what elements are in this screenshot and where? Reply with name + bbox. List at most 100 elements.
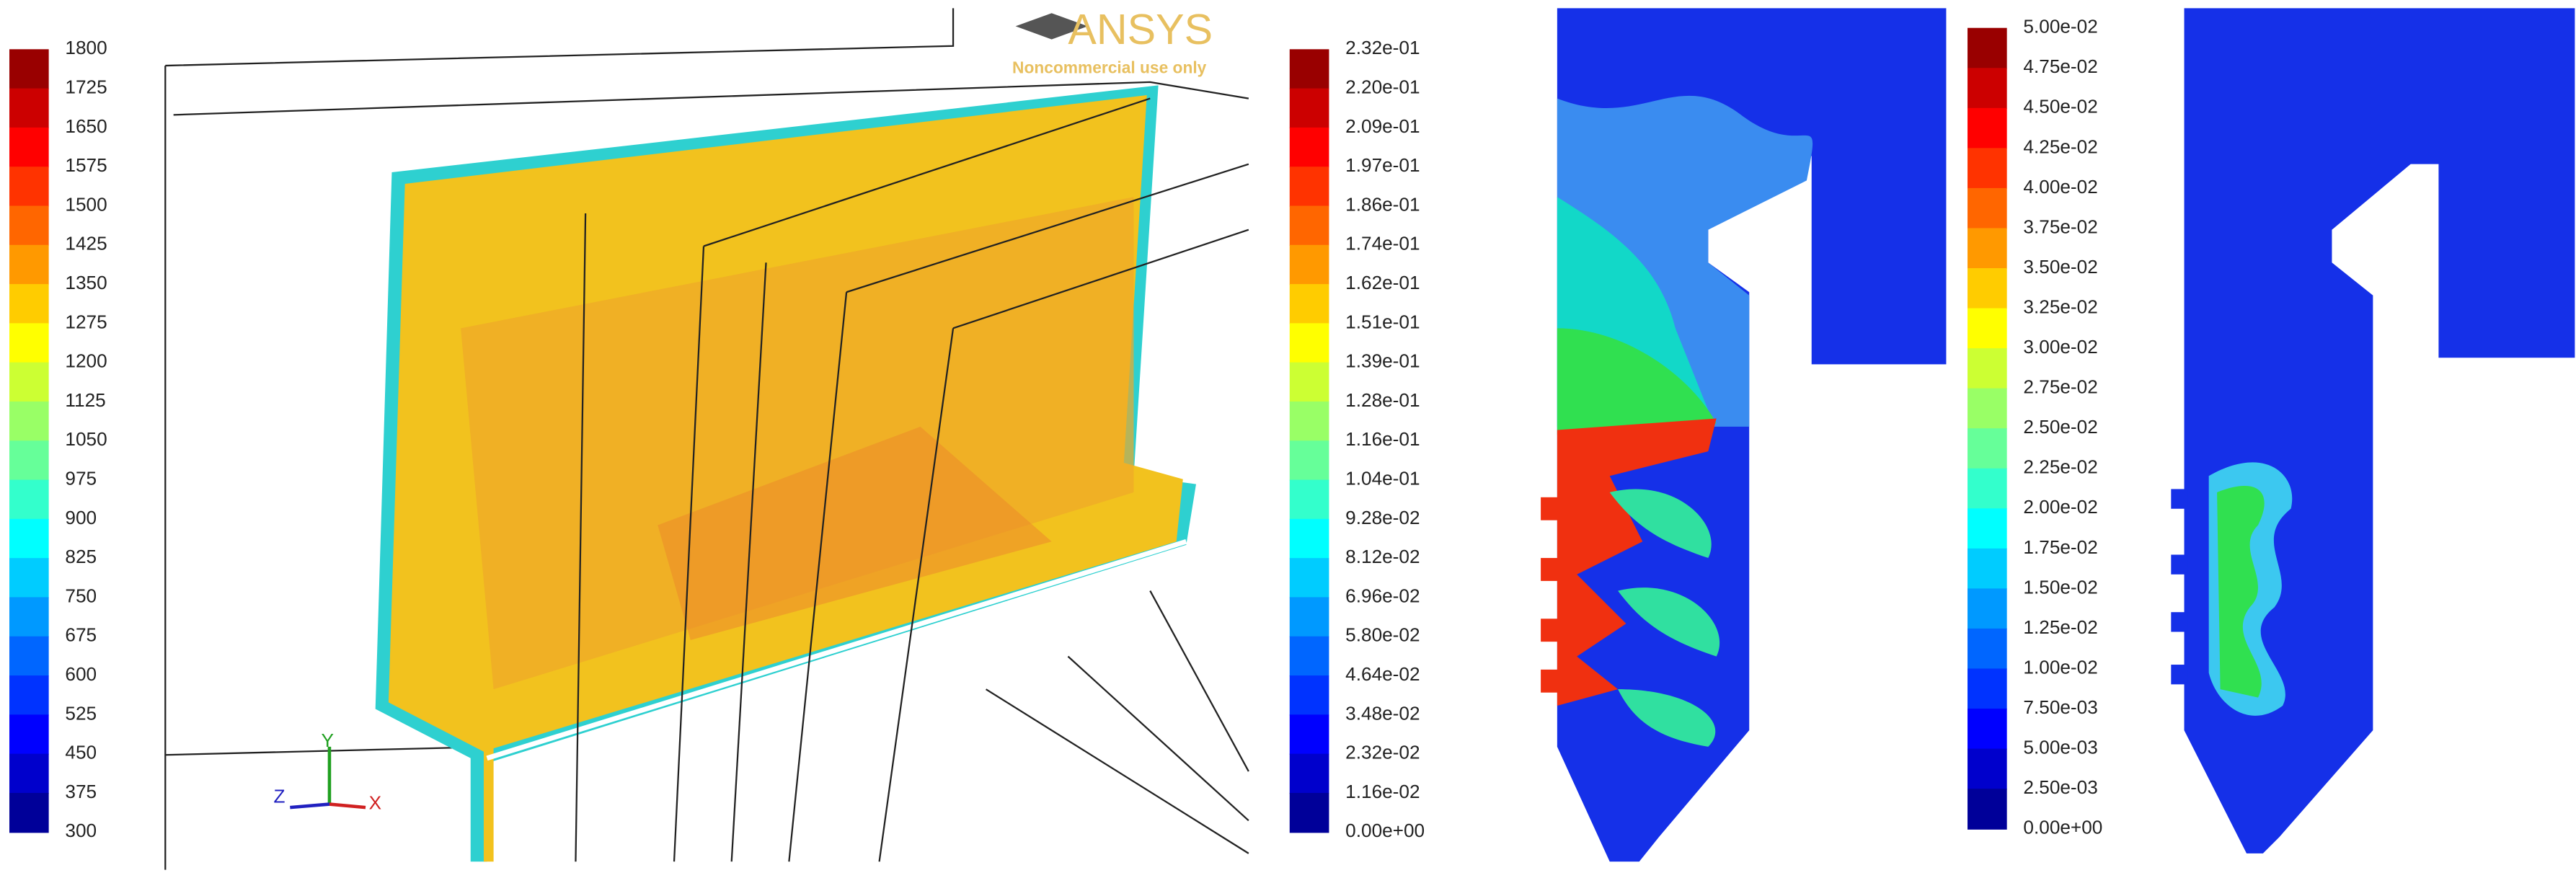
colorbar-label: 2.09e-01: [1345, 115, 1420, 137]
colorbar-band: [9, 597, 49, 637]
colorbar-label: 825: [65, 546, 97, 567]
colorbar-label: 1275: [65, 311, 107, 332]
colorbar-label: 2.50e-03: [2023, 776, 2097, 798]
colorbar-label: 1125: [65, 389, 105, 411]
colorbar-label: 1.04e-01: [1345, 467, 1420, 489]
colorbar-band: [9, 401, 49, 442]
colorbar-label: 1200: [65, 350, 107, 372]
colorbar-band: [9, 362, 49, 403]
furnace-view-1: [1541, 8, 1947, 862]
colorbar-band: [1968, 588, 2007, 630]
colorbar-label: 600: [65, 663, 97, 685]
colorbar-band: [9, 440, 49, 481]
colorbar-band: [1968, 308, 2007, 350]
colorbar-band: [9, 127, 49, 168]
colorbar-band: [1289, 362, 1329, 403]
colorbar-label: 1.51e-01: [1345, 311, 1420, 332]
colorbar-label: 1.74e-01: [1345, 233, 1420, 254]
colorbar-label: 4.50e-02: [2023, 96, 2097, 117]
colorbar-label: 3.25e-02: [2023, 296, 2097, 317]
colorbar-label: 1.75e-02: [2023, 536, 2097, 558]
colorbar-band: [9, 558, 49, 598]
colorbar-band: [1289, 479, 1329, 520]
colorbar-label: 6.96e-02: [1345, 585, 1420, 606]
colorbar-label: 4.25e-02: [2023, 136, 2097, 157]
wall-view: Y X Z ANSYS Noncommercial use only: [164, 5, 1249, 870]
colorbar-band: [9, 205, 49, 246]
colorbar-label: 2.32e-02: [1345, 742, 1420, 763]
colorbar-band: [1968, 228, 2007, 270]
colorbar-band: [1289, 401, 1329, 442]
colorbar-label: 1.97e-01: [1345, 154, 1420, 176]
colorbar-band: [9, 244, 49, 285]
colorbar-band: [1968, 789, 2007, 830]
colorbar-band: [1289, 167, 1329, 207]
colorbar-band: [9, 284, 49, 324]
colorbar-label: 1.00e-02: [2023, 656, 2097, 678]
colorbar-label: 300: [65, 820, 97, 841]
colorbar-label: 900: [65, 507, 97, 528]
logo-name: ANSYS: [1068, 5, 1213, 53]
colorbar-label: 5.00e-02: [2023, 16, 2097, 37]
colorbar-label: 1425: [65, 233, 107, 254]
colorbar-label: 1.62e-01: [1345, 272, 1420, 293]
colorbar-label: 1.16e-01: [1345, 428, 1420, 450]
colorbar-label: 3.75e-02: [2023, 216, 2097, 237]
colorbar-band: [1968, 508, 2007, 549]
colorbar-band: [1289, 244, 1329, 285]
colorbar-band: [9, 518, 49, 559]
colorbar-band: [1289, 88, 1329, 129]
colorbar-label: 1350: [65, 272, 107, 293]
colorbar-band: [1289, 792, 1329, 833]
colorbar-band: [1289, 323, 1329, 363]
colorbar-band: [1968, 68, 2007, 109]
colorbar-label: 3.48e-02: [1345, 702, 1420, 724]
colorbar-band: [1289, 753, 1329, 794]
axis-x-label: X: [369, 791, 381, 813]
colorbar-band: [9, 675, 49, 716]
colorbar-label: 375: [65, 781, 97, 802]
colorbar-label: 5.00e-03: [2023, 737, 2097, 758]
colorbar-label: 1.86e-01: [1345, 193, 1420, 215]
colorbar-band: [1968, 348, 2007, 389]
colorbar-band: [1968, 268, 2007, 309]
colorbar-band: [1968, 628, 2007, 670]
colorbar-band: [1968, 428, 2007, 469]
colorbar-label: 2.32e-01: [1345, 37, 1420, 58]
colorbar-label: 525: [65, 702, 97, 724]
colorbar-band: [1289, 49, 1329, 89]
colorbar-band: [9, 49, 49, 89]
colorbar-label: 5.80e-02: [1345, 624, 1420, 646]
colorbar-label: 2.00e-02: [2023, 496, 2097, 518]
colorbar-label: 675: [65, 624, 97, 646]
colorbar-band: [1289, 284, 1329, 324]
colorbar-band: [1968, 148, 2007, 190]
colorbar-label: 3.50e-02: [2023, 256, 2097, 278]
colorbar-band: [1968, 388, 2007, 430]
colorbar-band: [1968, 27, 2007, 69]
colorbar-label: 2.25e-02: [2023, 456, 2097, 478]
colorbar-band: [1968, 107, 2007, 149]
colorbar-band: [1968, 709, 2007, 750]
colorbar-band: [1968, 548, 2007, 590]
colorbar-label: 1.16e-02: [1345, 781, 1420, 802]
colorbar-label: 1.25e-02: [2023, 616, 2097, 638]
colorbar-label: 2.75e-02: [2023, 376, 2097, 398]
colorbar-band: [1968, 748, 2007, 790]
colorbar-label: 0.00e+00: [2023, 817, 2102, 838]
colorbar-label: 1.39e-01: [1345, 350, 1420, 372]
colorbar-band: [9, 753, 49, 794]
colorbar-label: 4.00e-02: [2023, 176, 2097, 198]
axis-y-label: Y: [322, 730, 334, 751]
colorbar-band: [1289, 518, 1329, 559]
colorbar-label: 975: [65, 467, 97, 489]
colorbar-label: 0.00e+00: [1345, 820, 1425, 841]
colorbar-label: 450: [65, 742, 97, 763]
colorbar-band: [1289, 675, 1329, 716]
colorbar-band: [9, 636, 49, 677]
colorbar-band: [1289, 597, 1329, 637]
colorbar-label: 4.64e-02: [1345, 663, 1420, 685]
colorbar-label: 4.75e-02: [2023, 56, 2097, 77]
colorbar-label: 1725: [65, 76, 107, 98]
